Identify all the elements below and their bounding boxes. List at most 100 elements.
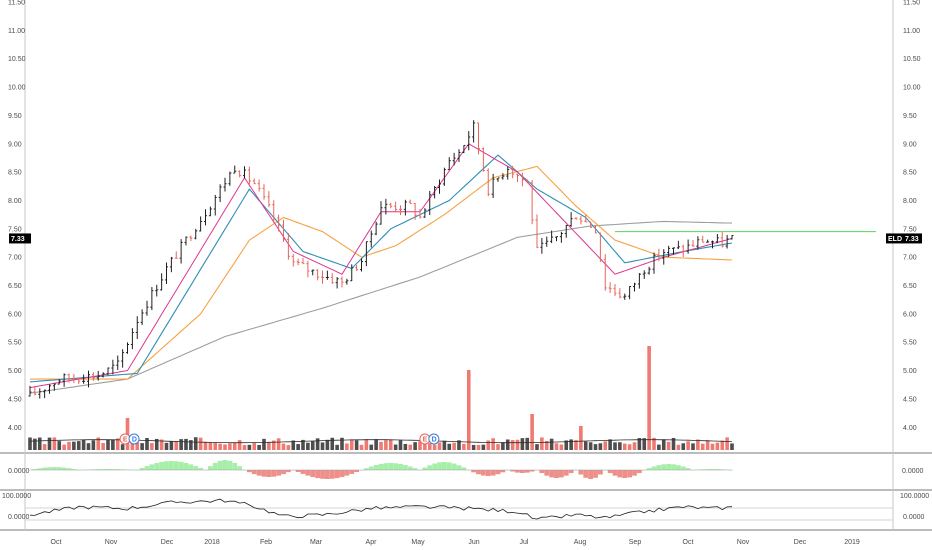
price-tick-right: 7.00 xyxy=(903,255,917,262)
oscillator-bar xyxy=(427,465,433,470)
volume-bar xyxy=(476,445,481,450)
oscillator-bar xyxy=(675,465,681,470)
volume-bar xyxy=(598,443,603,450)
price-tick-right: 11.50 xyxy=(903,0,920,7)
oscillator-bar xyxy=(285,470,291,473)
price-tick-left: 8.50 xyxy=(8,170,22,177)
volume-bar xyxy=(257,444,261,450)
price-tick-right: 6.50 xyxy=(903,283,917,290)
oscillator-bar xyxy=(178,461,184,470)
oscillator-bar xyxy=(524,470,530,473)
oscillator-bar xyxy=(422,467,428,470)
left-price-axis: 11.50 11.00 10.50 10.00 9.50 9.00 8.50 8.00 7.50… xyxy=(8,0,26,432)
time-axis: Oct Nov Dec 2018 Feb Mar Apr May Jun Jul Aug Sep Oct… xyxy=(51,539,860,546)
oscillator-bar xyxy=(578,470,584,475)
volume-bar xyxy=(398,440,403,450)
oscillator-bar xyxy=(261,470,267,477)
price-tick-left: 11.00 xyxy=(8,28,25,35)
volume-bar xyxy=(637,438,642,450)
volume-bar xyxy=(418,441,422,450)
volume-bar xyxy=(491,438,495,450)
oscillator-histogram xyxy=(27,460,735,479)
volume-bar xyxy=(525,437,530,450)
oscillator-bar xyxy=(349,470,355,474)
volume-bar xyxy=(62,444,66,450)
volume-bar xyxy=(354,440,359,450)
oscillator-bar xyxy=(500,470,506,473)
oscillator-bar xyxy=(246,470,252,473)
price-tick-right: 6.00 xyxy=(903,311,917,318)
price-tag-right-value: 7.33 xyxy=(905,236,919,243)
oscillator-bar xyxy=(495,470,501,475)
price-tick-left: 9.00 xyxy=(8,141,22,148)
price-tick-right: 10.50 xyxy=(903,56,921,63)
time-tick: Jul xyxy=(520,539,529,546)
volume-bar xyxy=(574,440,578,450)
volume-bar xyxy=(554,443,559,450)
volume-bar xyxy=(296,444,300,450)
oscillator-bar xyxy=(115,469,121,470)
oscillator-bar xyxy=(212,462,218,470)
oscillator-bar xyxy=(446,462,452,470)
volume-bar xyxy=(349,439,354,450)
oscillator-bar xyxy=(363,468,369,470)
volume-bar xyxy=(432,444,437,450)
volume-bar xyxy=(427,443,432,450)
volume-bar xyxy=(705,440,710,450)
volume-bar xyxy=(218,443,222,450)
volume-bar xyxy=(42,444,47,450)
volume-bar xyxy=(169,441,174,450)
oscillator-bar xyxy=(139,467,145,470)
oscillator-bar xyxy=(656,465,662,470)
oscillator-bar xyxy=(227,460,233,470)
time-tick: Mar xyxy=(310,539,323,546)
oscillator-bar xyxy=(666,464,672,470)
volume-bar xyxy=(579,426,583,450)
oscillator-bar xyxy=(490,470,496,476)
volume-bar xyxy=(593,444,598,450)
oscillator-bar xyxy=(617,470,623,478)
oscillator-bar xyxy=(32,469,38,470)
volume-bar xyxy=(37,437,42,450)
oscillator-bar xyxy=(95,469,101,470)
last-price-tag-right: ELD 7.33 xyxy=(886,233,922,244)
volume-bar xyxy=(447,443,452,450)
oscillator-bar xyxy=(281,470,286,475)
volume-bar xyxy=(710,443,715,450)
price-tick-left: 7.00 xyxy=(8,255,22,262)
price-tag-right-box xyxy=(886,233,922,244)
oscillator-bar xyxy=(461,467,467,470)
volume-bar xyxy=(154,438,159,450)
oscillator2-right-top-tick: 100.0000 xyxy=(900,493,929,500)
volume-bar xyxy=(47,437,52,450)
oscillator-bar xyxy=(480,470,486,476)
volume-bar xyxy=(471,444,476,450)
oscillator-bar xyxy=(383,463,389,470)
price-tick-left: 10.50 xyxy=(8,56,26,63)
price-tag-left-box xyxy=(9,233,31,244)
price-tick-right: 10.00 xyxy=(903,85,921,92)
time-tick: Oct xyxy=(51,539,62,546)
volume-bar xyxy=(91,440,96,450)
volume-bar xyxy=(325,439,330,450)
oscillator-bar xyxy=(232,462,238,470)
oscillator-bar xyxy=(354,470,360,473)
right-price-axis: 11.50 11.00 10.50 10.00 9.50 9.00 8.50 8.00 7.50… xyxy=(903,0,921,432)
oscillator-bar xyxy=(700,469,706,470)
ema-mid-line xyxy=(29,154,733,383)
oscillator-bar xyxy=(651,466,657,470)
volume-bar xyxy=(535,444,539,450)
volume-bar xyxy=(242,445,247,450)
volume-bar xyxy=(403,443,408,450)
price-tick-left: 4.50 xyxy=(8,396,22,403)
earnings-marker-label: E xyxy=(423,437,428,444)
volume-bar xyxy=(267,442,271,450)
volume-bar xyxy=(715,442,720,450)
oscillator-bar xyxy=(388,463,394,470)
volume-average-line xyxy=(29,439,733,444)
oscillator2-line xyxy=(29,498,733,520)
volume-bar xyxy=(130,439,135,450)
volume-bar xyxy=(184,438,188,450)
oscillator-bar xyxy=(456,465,462,470)
